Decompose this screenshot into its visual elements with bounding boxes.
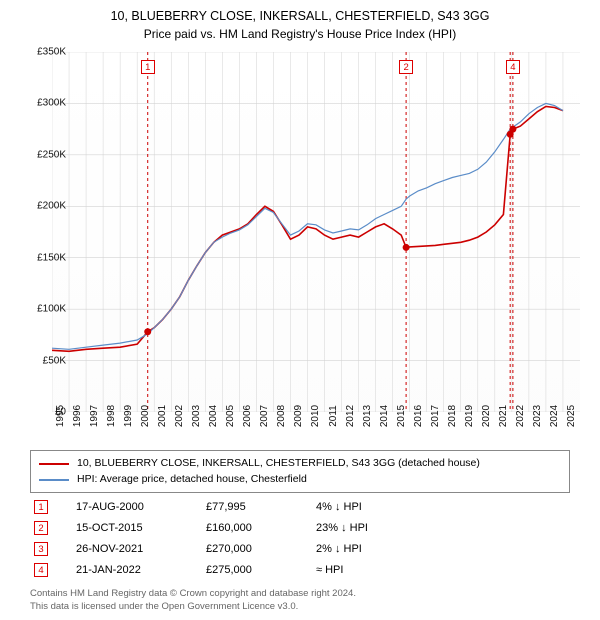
x-tick-label: 2006 (242, 405, 253, 427)
sale-date: 17-AUG-2000 (76, 501, 206, 513)
x-tick-label: 2019 (464, 405, 475, 427)
footnote-line1: Contains HM Land Registry data © Crown c… (30, 588, 570, 601)
x-tick-label: 1997 (89, 405, 100, 427)
sale-number-box: 4 (34, 563, 48, 577)
x-tick-label: 2003 (191, 405, 202, 427)
title-block: 10, BLUEBERRY CLOSE, INKERSALL, CHESTERF… (0, 0, 600, 42)
x-tick-label: 2023 (532, 405, 543, 427)
y-tick-label: £200K (22, 201, 66, 212)
x-tick-label: 2008 (276, 405, 287, 427)
sale-diff: 2% ↓ HPI (316, 543, 436, 555)
sale-diff: ≈ HPI (316, 564, 436, 576)
x-tick-label: 2009 (293, 405, 304, 427)
y-tick-label: £50K (22, 355, 66, 366)
sale-price: £77,995 (206, 501, 316, 513)
x-tick-label: 2015 (396, 405, 407, 427)
x-tick-label: 2013 (362, 405, 373, 427)
x-tick-label: 2020 (481, 405, 492, 427)
legend: 10, BLUEBERRY CLOSE, INKERSALL, CHESTERF… (30, 450, 570, 493)
table-row: 2 15-OCT-2015 £160,000 23% ↓ HPI (30, 517, 436, 538)
sale-price: £275,000 (206, 564, 316, 576)
legend-label-hpi: HPI: Average price, detached house, Ches… (77, 472, 307, 488)
y-tick-label: £350K (22, 47, 66, 58)
legend-swatch-price (39, 463, 69, 465)
x-tick-label: 2001 (157, 405, 168, 427)
x-tick-label: 2017 (430, 405, 441, 427)
chart-plot-area (52, 52, 580, 412)
sale-date: 15-OCT-2015 (76, 522, 206, 534)
sale-number-box: 2 (34, 521, 48, 535)
chart-title-address: 10, BLUEBERRY CLOSE, INKERSALL, CHESTERF… (0, 8, 600, 26)
x-tick-label: 2005 (225, 405, 236, 427)
x-tick-label: 2007 (259, 405, 270, 427)
x-tick-label: 2021 (498, 405, 509, 427)
chart-container: 10, BLUEBERRY CLOSE, INKERSALL, CHESTERF… (0, 0, 600, 620)
legend-item-hpi: HPI: Average price, detached house, Ches… (39, 472, 561, 488)
x-tick-label: 2016 (413, 405, 424, 427)
x-tick-label: 2011 (328, 405, 339, 427)
sales-table: 1 17-AUG-2000 £77,995 4% ↓ HPI 2 15-OCT-… (30, 496, 436, 580)
sale-number-box: 3 (34, 542, 48, 556)
legend-swatch-hpi (39, 479, 69, 481)
x-tick-label: 2002 (174, 405, 185, 427)
x-tick-label: 2004 (208, 405, 219, 427)
legend-label-price: 10, BLUEBERRY CLOSE, INKERSALL, CHESTERF… (77, 456, 480, 472)
x-tick-label: 1999 (123, 405, 134, 427)
x-tick-label: 2025 (566, 405, 577, 427)
footnote: Contains HM Land Registry data © Crown c… (30, 588, 570, 614)
chart-subtitle: Price paid vs. HM Land Registry's House … (0, 26, 600, 43)
x-tick-label: 2000 (140, 405, 151, 427)
y-tick-label: £150K (22, 252, 66, 263)
sale-diff: 23% ↓ HPI (316, 522, 436, 534)
x-tick-label: 2018 (447, 405, 458, 427)
sale-number-box: 1 (34, 500, 48, 514)
y-tick-label: £100K (22, 304, 66, 315)
sale-marker-box: 4 (506, 60, 520, 74)
chart-svg (52, 52, 580, 412)
y-tick-label: £250K (22, 149, 66, 160)
legend-item-price: 10, BLUEBERRY CLOSE, INKERSALL, CHESTERF… (39, 456, 561, 472)
x-tick-label: 2024 (549, 405, 560, 427)
y-tick-label: £300K (22, 98, 66, 109)
x-tick-label: 1996 (72, 405, 83, 427)
x-tick-label: 2010 (310, 405, 321, 427)
sale-price: £270,000 (206, 543, 316, 555)
table-row: 3 26-NOV-2021 £270,000 2% ↓ HPI (30, 538, 436, 559)
sale-marker-box: 1 (141, 60, 155, 74)
sale-price: £160,000 (206, 522, 316, 534)
x-tick-label: 1995 (55, 405, 66, 427)
sale-marker-box: 2 (399, 60, 413, 74)
table-row: 4 21-JAN-2022 £275,000 ≈ HPI (30, 559, 436, 580)
sale-date: 21-JAN-2022 (76, 564, 206, 576)
x-tick-label: 2022 (515, 405, 526, 427)
x-tick-label: 2012 (345, 405, 356, 427)
table-row: 1 17-AUG-2000 £77,995 4% ↓ HPI (30, 496, 436, 517)
sale-date: 26-NOV-2021 (76, 543, 206, 555)
x-tick-label: 1998 (106, 405, 117, 427)
x-tick-label: 2014 (379, 405, 390, 427)
sale-diff: 4% ↓ HPI (316, 501, 436, 513)
footnote-line2: This data is licensed under the Open Gov… (30, 601, 570, 614)
